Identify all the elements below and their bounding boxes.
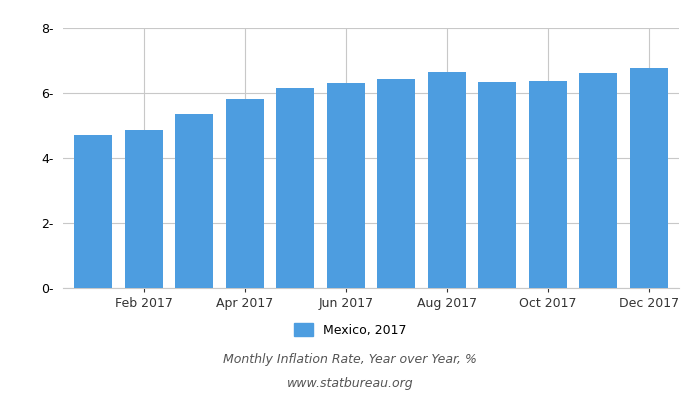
Bar	[630, 68, 668, 288]
Bar	[580, 72, 617, 288]
Bar	[478, 82, 516, 288]
Bar	[428, 72, 466, 288]
Bar	[125, 130, 162, 288]
Text: www.statbureau.org: www.statbureau.org	[287, 378, 413, 390]
Bar	[74, 134, 112, 288]
Bar	[377, 79, 415, 288]
Legend: Mexico, 2017: Mexico, 2017	[289, 318, 411, 342]
Bar	[175, 114, 214, 288]
Text: Monthly Inflation Rate, Year over Year, %: Monthly Inflation Rate, Year over Year, …	[223, 354, 477, 366]
Bar	[226, 99, 264, 288]
Bar	[276, 88, 314, 288]
Bar	[528, 81, 567, 288]
Bar	[327, 83, 365, 288]
